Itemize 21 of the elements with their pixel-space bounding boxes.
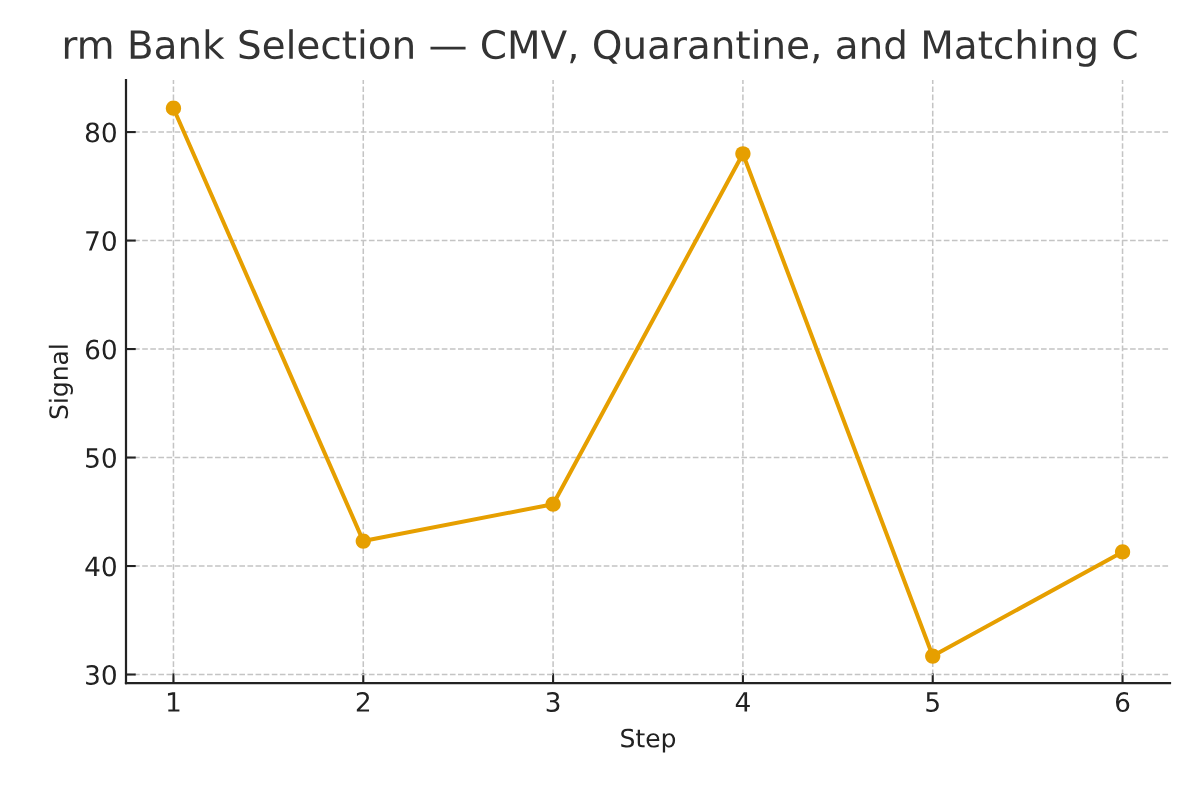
x-tick-label: 6 xyxy=(1115,692,1130,712)
x-tick-label: 2 xyxy=(356,692,370,712)
point xyxy=(735,146,751,162)
y-axis-title: Signal xyxy=(48,345,73,419)
x-tick-label: 4 xyxy=(735,692,750,712)
y-tick-label: 50 xyxy=(86,447,116,468)
y-tick-label: 60 xyxy=(85,339,116,360)
point xyxy=(925,648,941,664)
chart-title: rm Bank Selection — CMV, Quarantine, and Matching C xyxy=(64,29,1137,67)
x-tick-label: 3 xyxy=(546,692,560,712)
point xyxy=(165,100,182,116)
x-tick-label: 1 xyxy=(167,692,180,712)
x-tick-label: 5 xyxy=(926,692,939,712)
y-tick-label: 70 xyxy=(86,231,116,251)
x-axis-title: Step xyxy=(621,728,676,753)
y-tick-label: 30 xyxy=(86,664,116,685)
y-tick-label: 80 xyxy=(85,122,116,143)
y-tick-label: 40 xyxy=(85,556,116,577)
point xyxy=(355,533,371,549)
point xyxy=(1114,544,1131,560)
point xyxy=(545,496,561,512)
